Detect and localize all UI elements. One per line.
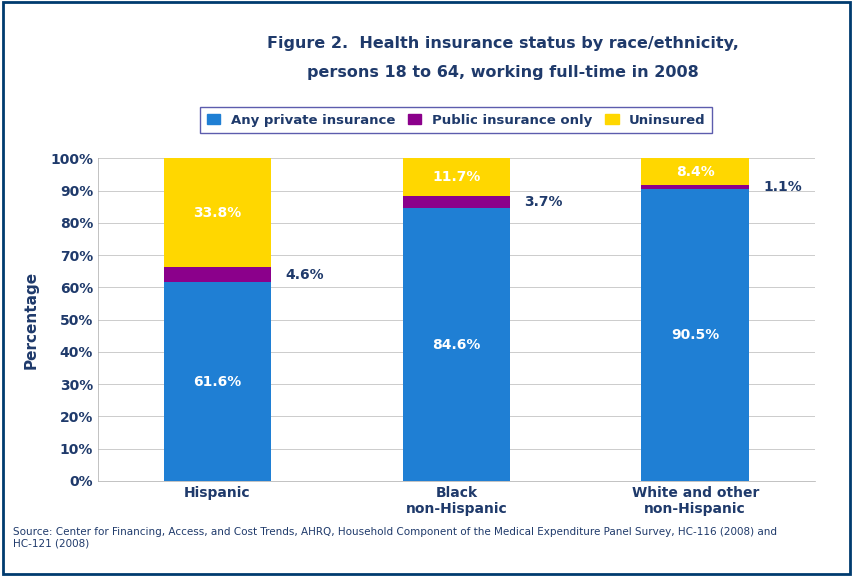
Text: 8.4%: 8.4% [675,165,714,179]
Text: 33.8%: 33.8% [193,206,241,220]
Text: 84.6%: 84.6% [432,338,480,351]
Text: persons 18 to 64, working full-time in 2008: persons 18 to 64, working full-time in 2… [307,65,699,79]
Bar [641,189,748,481]
Bar [164,267,271,282]
Bar [402,158,509,196]
Text: 61.6%: 61.6% [193,374,241,389]
Text: Source: Center for Financing, Access, and Cost Trends, AHRQ, Household Component: Source: Center for Financing, Access, an… [13,527,776,548]
Y-axis label: Percentage: Percentage [24,271,39,369]
Text: 1.1%: 1.1% [763,180,801,194]
Bar [164,282,271,481]
Bar [641,158,748,185]
Text: Figure 2.  Health insurance status by race/ethnicity,: Figure 2. Health insurance status by rac… [267,36,739,51]
Text: 4.6%: 4.6% [285,268,324,282]
Bar [402,196,509,208]
Legend: Any private insurance, Public insurance only, Uninsured: Any private insurance, Public insurance … [200,107,711,133]
Bar [164,158,271,267]
Text: 90.5%: 90.5% [671,328,718,342]
Bar [641,185,748,189]
Bar [402,208,509,481]
Text: 11.7%: 11.7% [432,170,480,184]
Text: 3.7%: 3.7% [524,195,562,209]
